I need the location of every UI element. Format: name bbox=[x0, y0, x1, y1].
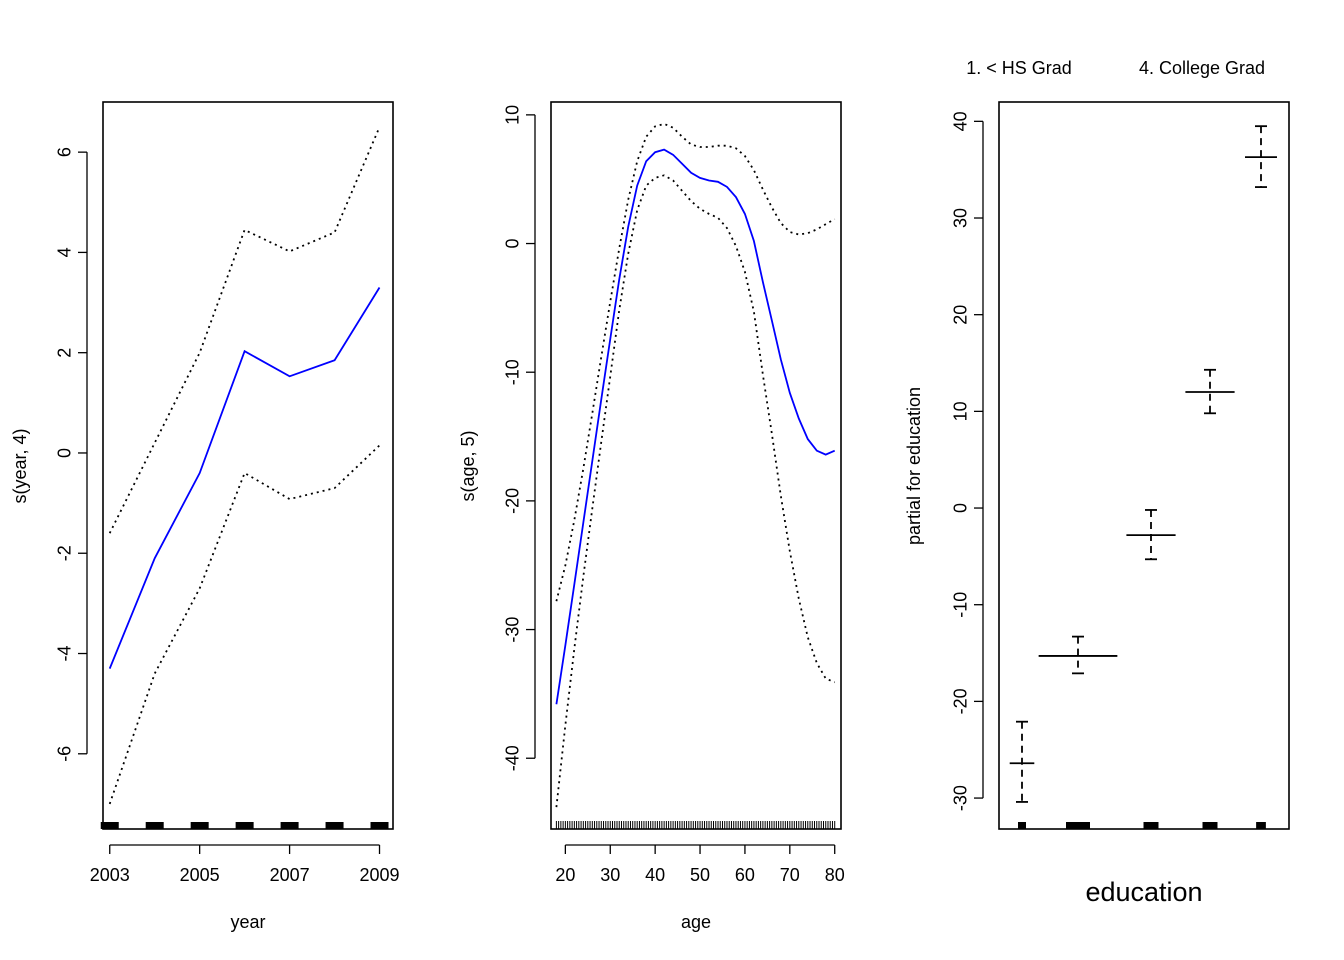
year-x-tick-label: 2007 bbox=[270, 865, 310, 885]
age-y-tick-label: -10 bbox=[503, 359, 523, 385]
plot-frame-education bbox=[998, 101, 1290, 830]
year-plot-marks bbox=[100, 126, 389, 829]
education-top-label-first: 1. < HS Grad bbox=[966, 58, 1072, 78]
age-x-tick-label: 40 bbox=[645, 865, 665, 885]
year-y-axis: -6 -4 -2 0 2 4 6 bbox=[55, 147, 88, 762]
age-lower-line bbox=[555, 174, 836, 808]
year-y-tick-label: -6 bbox=[55, 746, 75, 762]
age-y-tick-label: -30 bbox=[503, 617, 523, 643]
education-y-tick-label: -10 bbox=[951, 592, 971, 618]
year-x-tick-label: 2009 bbox=[359, 865, 399, 885]
education-y-tick-label: 40 bbox=[951, 111, 971, 131]
age-y-tick-label: -20 bbox=[503, 488, 523, 514]
year-y-tick-label: 6 bbox=[55, 147, 75, 157]
year-y-tick-label: -4 bbox=[55, 646, 75, 662]
year-y-tick-label: 4 bbox=[55, 247, 75, 257]
education-rug-mark bbox=[1256, 822, 1266, 829]
age-x-tick-label: 30 bbox=[600, 865, 620, 885]
year-x-axis-title: year bbox=[230, 912, 265, 932]
year-y-tick-label: -2 bbox=[55, 545, 75, 561]
year-rug-mark bbox=[325, 822, 344, 829]
education-plot-marks bbox=[1009, 125, 1277, 829]
education-y-tick-label: 10 bbox=[951, 401, 971, 421]
age-y-axis-title: s(age, 5) bbox=[458, 430, 478, 501]
year-fit-line bbox=[108, 287, 381, 669]
age-plot-marks bbox=[555, 122, 836, 829]
year-y-tick-label: 0 bbox=[55, 448, 75, 458]
age-x-axis: 20 30 40 50 60 70 80 bbox=[555, 844, 845, 885]
education-y-tick-label: 20 bbox=[951, 305, 971, 325]
education-y-tick-label: -30 bbox=[951, 785, 971, 811]
age-y-tick-label: 0 bbox=[503, 239, 523, 249]
education-rug-mark bbox=[1018, 822, 1026, 829]
year-rug-mark bbox=[235, 822, 254, 829]
education-y-axis: -30 -20 -10 0 10 20 30 40 bbox=[951, 111, 984, 811]
education-y-tick-label: 30 bbox=[951, 208, 971, 228]
age-x-tick-label: 60 bbox=[735, 865, 755, 885]
year-x-tick-label: 2005 bbox=[180, 865, 220, 885]
age-x-tick-label: 70 bbox=[780, 865, 800, 885]
education-x-axis-title: education bbox=[1085, 877, 1202, 907]
age-fit-line bbox=[555, 148, 836, 705]
education-top-label-last: 4. College Grad bbox=[1139, 58, 1265, 78]
year-y-tick-label: 2 bbox=[55, 348, 75, 358]
year-upper-line bbox=[108, 126, 381, 534]
year-rug-mark bbox=[190, 822, 209, 829]
age-y-tick-label: 10 bbox=[503, 105, 523, 125]
education-y-tick-label: 0 bbox=[951, 503, 971, 513]
age-y-tick-label: -40 bbox=[503, 745, 523, 771]
education-rug-mark bbox=[1143, 822, 1159, 829]
age-x-tick-label: 80 bbox=[825, 865, 845, 885]
panel-education: -30 -20 -10 0 10 20 30 40 1. < HS Grad 4. Colle… bbox=[904, 58, 1290, 907]
year-x-tick-label: 2003 bbox=[90, 865, 130, 885]
education-rug-mark bbox=[1066, 822, 1090, 829]
plot-frame-year bbox=[102, 101, 394, 830]
age-x-axis-title: age bbox=[681, 912, 711, 932]
age-upper-line bbox=[555, 122, 836, 602]
plot-frame-age bbox=[550, 101, 842, 830]
year-rug-mark bbox=[100, 822, 119, 829]
year-rug-mark bbox=[280, 822, 299, 829]
panel-year: 2003 2005 2007 2009 -6 -4 -2 0 2 4 6 year s(year,… bbox=[10, 101, 400, 932]
education-y-axis-title: partial for education bbox=[904, 387, 924, 545]
panel-age: 20 30 40 50 60 70 80 -40 -30 -20 -10 0 10 age s(age… bbox=[458, 101, 845, 932]
age-x-tick-label: 50 bbox=[690, 865, 710, 885]
year-rug-mark bbox=[145, 822, 164, 829]
age-y-axis: -40 -30 -20 -10 0 10 bbox=[503, 105, 536, 771]
age-x-tick-label: 20 bbox=[555, 865, 575, 885]
year-lower-line bbox=[108, 444, 381, 805]
year-rug-mark bbox=[370, 822, 389, 829]
education-rug-mark bbox=[1202, 822, 1218, 829]
year-x-axis: 2003 2005 2007 2009 bbox=[90, 844, 400, 885]
education-y-tick-label: -20 bbox=[951, 688, 971, 714]
year-y-axis-title: s(year, 4) bbox=[10, 428, 30, 503]
